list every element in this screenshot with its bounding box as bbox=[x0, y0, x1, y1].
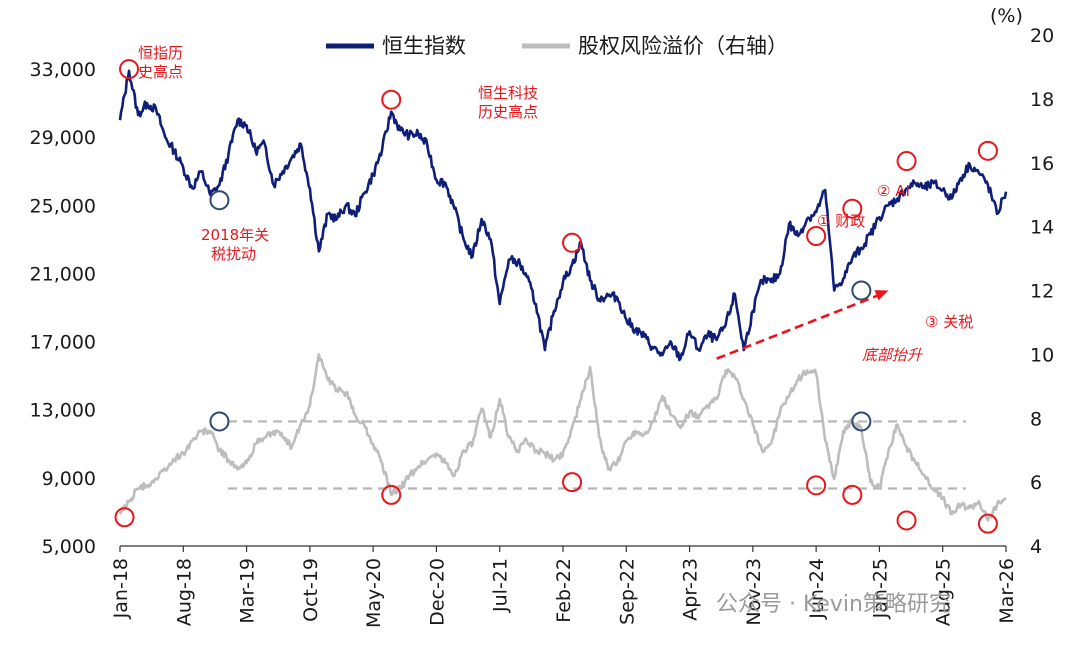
left-tick-label: 33,000 bbox=[30, 59, 96, 81]
right-tick-label: 16 bbox=[1030, 153, 1054, 175]
red-ring-marker bbox=[114, 507, 135, 528]
red-ring-marker bbox=[806, 225, 827, 246]
left-tick-label: 25,000 bbox=[30, 195, 96, 217]
left-tick-label: 29,000 bbox=[30, 127, 96, 149]
x-axis: Jan-18 Aug-18 Mar-19 Oct-19 May-20 Dec-20 Jul-… bbox=[110, 545, 1018, 628]
red-ring-marker bbox=[977, 513, 998, 534]
red-ring-marker bbox=[119, 59, 140, 80]
x-tick-label: Nov-23 bbox=[743, 558, 765, 626]
annotation-label: 2018年关 bbox=[201, 226, 269, 244]
right-tick-label: 4 bbox=[1030, 536, 1042, 558]
red-ring-marker bbox=[381, 89, 402, 110]
left-tick-label: 21,000 bbox=[30, 263, 96, 285]
right-tick-label: 8 bbox=[1030, 408, 1042, 430]
x-tick-label: Jul-21 bbox=[490, 558, 512, 613]
annotation-label: ② AI bbox=[877, 182, 910, 200]
left-axis: 5,000 9,000 13,000 17,000 21,000 25,000 29,000… bbox=[30, 59, 96, 558]
red-ring-marker bbox=[562, 232, 583, 253]
left-tick-label: 5,000 bbox=[42, 536, 96, 558]
series-group bbox=[118, 69, 1008, 522]
trend-arrow-head bbox=[874, 290, 889, 301]
x-tick-label: Aug-25 bbox=[933, 558, 955, 626]
right-tick-label: 12 bbox=[1030, 281, 1054, 303]
legend-label-erp: 股权风险溢价（右轴） bbox=[578, 34, 788, 58]
right-tick-label: 6 bbox=[1030, 472, 1042, 494]
blue-ring-marker bbox=[209, 190, 230, 211]
annotation-label: 恒生科技 bbox=[478, 84, 538, 102]
x-tick-label: Mar-26 bbox=[996, 558, 1018, 624]
x-tick-label: Sep-22 bbox=[616, 558, 638, 625]
red-ring-marker bbox=[842, 198, 863, 219]
blue-ring-marker bbox=[851, 280, 872, 301]
x-tick-label: Apr-23 bbox=[680, 558, 702, 621]
right-axis-unit: (%) bbox=[990, 5, 1023, 27]
annotation-label: ① 财政 bbox=[817, 212, 865, 230]
red-ring-marker bbox=[896, 151, 917, 172]
x-tick-label: Oct-19 bbox=[300, 558, 322, 622]
red-ring-marker bbox=[896, 510, 917, 531]
x-tick-label: May-20 bbox=[363, 558, 385, 628]
reference-lines bbox=[228, 420, 966, 490]
annotation-label: 史高点 bbox=[138, 63, 183, 81]
blue-ring-marker bbox=[851, 411, 872, 432]
annotation-label: 税扰动 bbox=[211, 245, 256, 263]
annotation-label: 恒指历 bbox=[138, 44, 183, 62]
x-tick-label: Jan-18 bbox=[110, 558, 132, 619]
right-tick-label: 10 bbox=[1030, 344, 1054, 366]
annotation-label: ③ 关税 bbox=[925, 313, 973, 331]
legend: 恒生指数 股权风险溢价（右轴） bbox=[326, 34, 788, 58]
red-ring-marker bbox=[977, 140, 998, 161]
x-tick-label: Mar-19 bbox=[237, 558, 259, 624]
x-tick-label: Dec-20 bbox=[426, 558, 448, 626]
right-tick-label: 20 bbox=[1030, 25, 1054, 47]
erp-series-line bbox=[118, 353, 1007, 522]
x-tick-label: Jun-24 bbox=[806, 558, 828, 620]
red-ring-marker bbox=[806, 475, 827, 496]
watermark: 公众号 · Kevin策略研究 bbox=[716, 592, 951, 617]
red-ring-marker bbox=[381, 484, 402, 505]
right-tick-label: 18 bbox=[1030, 89, 1054, 111]
x-tick-label: Aug-18 bbox=[173, 558, 195, 626]
trend-arrow-line bbox=[716, 293, 881, 360]
red-ring-marker bbox=[842, 484, 863, 505]
red-ring-marker bbox=[562, 472, 583, 493]
blue-ring-marker bbox=[209, 411, 230, 432]
x-tick-label: Jan-25 bbox=[869, 558, 891, 619]
annotation-label: 历史高点 bbox=[478, 103, 538, 121]
left-tick-label: 13,000 bbox=[30, 400, 96, 422]
left-tick-label: 9,000 bbox=[42, 468, 96, 490]
right-tick-label: 14 bbox=[1030, 217, 1054, 239]
right-axis: 4 6 8 10 12 14 16 18 20 bbox=[1030, 25, 1054, 558]
trend-label: 底部抬升 bbox=[862, 346, 923, 364]
hsi-series-line bbox=[118, 69, 1008, 362]
left-tick-label: 17,000 bbox=[30, 332, 96, 354]
x-tick-label: Feb-22 bbox=[553, 558, 575, 623]
legend-label-hsi: 恒生指数 bbox=[382, 34, 466, 58]
